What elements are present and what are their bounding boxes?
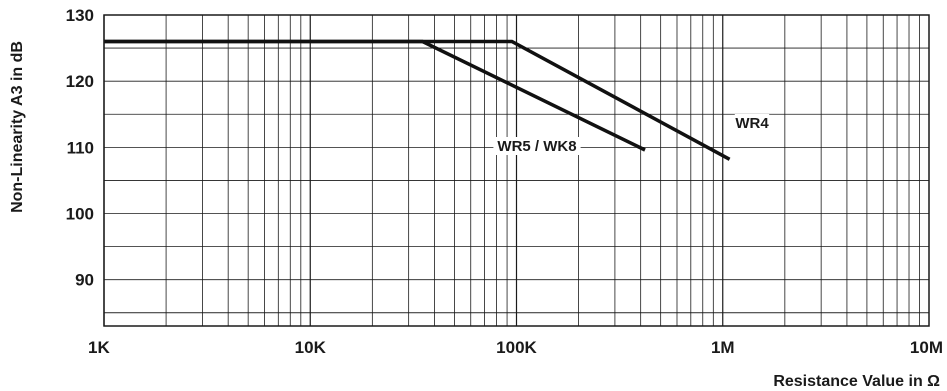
series-label-0: WR5 / WK8 [497, 138, 576, 155]
series-lines [104, 39, 731, 161]
y-tick-label: 130 [66, 6, 94, 25]
series-label-bg [493, 137, 581, 155]
x-axis-ticks: 1K 10K 100K 1M 10M [88, 338, 943, 357]
y-axis-ticks: 130 120 110 100 90 [66, 6, 94, 290]
x-tick-label: 10M [910, 338, 943, 357]
y-tick-label: 100 [66, 205, 94, 224]
x-tick-label: 1M [711, 338, 735, 357]
series-line-1 [104, 39, 731, 161]
x-tick-label: 1K [88, 338, 110, 357]
x-tick-label: 10K [295, 338, 327, 357]
y-tick-label: 110 [67, 138, 94, 157]
x-axis-title: Resistance Value in Ω [773, 373, 940, 390]
series-label-bg [734, 114, 770, 132]
series-label-1: WR4 [735, 115, 769, 132]
y-axis-title: Non-Linearity A3 in dB [9, 41, 26, 213]
y-tick-label: 120 [66, 72, 94, 91]
series-line-0 [104, 39, 646, 152]
plot-frame [103, 14, 930, 327]
grid [103, 14, 929, 326]
y-tick-label: 90 [75, 271, 94, 290]
series-labels: WR5 / WK8 WR4 [493, 114, 769, 155]
x-tick-label: 100K [496, 338, 537, 357]
